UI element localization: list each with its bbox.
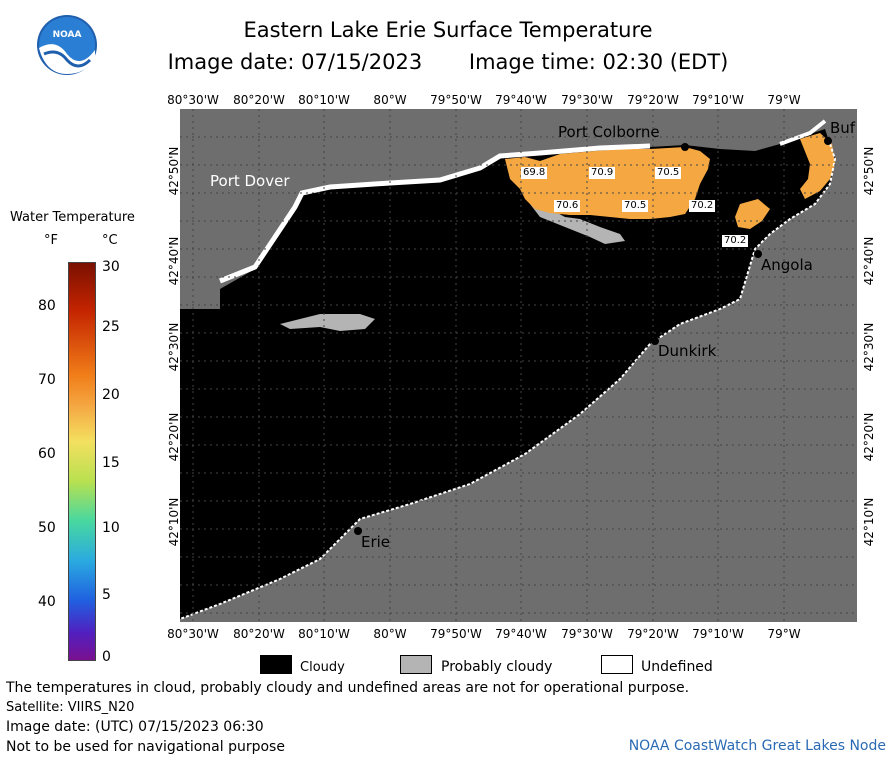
lon-label: 80°10'W <box>298 93 350 107</box>
lat-label: 42°50'N <box>862 146 876 196</box>
city-marker <box>754 250 762 258</box>
place-label: Port Colborne <box>558 123 660 141</box>
lon-label: 80°30'W <box>167 93 219 107</box>
footer-navigation-note: Not to be used for navigational purpose <box>6 739 285 755</box>
image-date-time: Image date: 07/15/2023 Image time: 02:30… <box>0 50 896 74</box>
map-grid <box>180 109 857 622</box>
legend-swatch-cloudy <box>260 655 292 674</box>
lon-label: 79°10'W <box>692 627 744 641</box>
lon-label: 79°20'W <box>627 627 679 641</box>
credit-link[interactable]: NOAA CoastWatch Great Lakes Node <box>628 738 886 754</box>
lat-label: 42°40'N <box>167 236 181 286</box>
image-time: Image time: 02:30 (EDT) <box>468 50 729 74</box>
warm-water-area <box>735 199 770 229</box>
tick-f: 80 <box>38 298 56 314</box>
tick-c: 15 <box>102 455 120 471</box>
lon-label: 79°40'W <box>495 627 547 641</box>
lon-label: 80°W <box>373 93 407 107</box>
city-marker <box>354 527 362 535</box>
place-label: Buf <box>830 119 856 137</box>
city-marker <box>651 337 659 345</box>
lon-label: 80°20'W <box>233 93 285 107</box>
lat-label: 42°30'N <box>167 322 181 372</box>
tick-c: 10 <box>102 520 120 536</box>
lat-label: 42°50'N <box>167 146 181 196</box>
footer-satellite: Satellite: VIIRS_N20 <box>6 700 135 715</box>
place-label: Dunkirk <box>658 342 717 360</box>
place-label: Port Dover <box>210 172 290 190</box>
lat-label: 42°40'N <box>862 236 876 286</box>
lon-label: 79°W <box>767 627 801 641</box>
lon-label: 80°W <box>373 627 407 641</box>
lake-cloud-area <box>180 129 835 619</box>
place-label: Angola <box>761 256 813 274</box>
lat-label: 42°10'N <box>167 497 181 547</box>
city-marker <box>824 137 832 145</box>
tick-f: 40 <box>38 594 56 610</box>
noaa-logo: NOAA <box>36 14 98 76</box>
tick-f: 70 <box>38 372 56 388</box>
tick-c: 25 <box>102 319 120 335</box>
temp-value: 70.2 <box>689 200 716 212</box>
tick-c: 5 <box>102 587 111 603</box>
place-label: Erie <box>361 533 391 551</box>
legend-label-undefined: Undefined <box>641 659 713 675</box>
lat-label: 42°30'N <box>862 322 876 372</box>
footer-disclaimer: The temperatures in cloud, probably clou… <box>6 680 690 696</box>
temp-value: 70.9 <box>589 167 616 179</box>
legend-label-probably-cloudy: Probably cloudy <box>441 659 553 675</box>
lat-label: 42°10'N <box>862 497 876 547</box>
temp-value: 70.5 <box>655 167 682 179</box>
lon-label: 79°40'W <box>495 93 547 107</box>
image-date: Image date: 07/15/2023 <box>167 50 423 74</box>
footer-utc-date: Image date: (UTC) 07/15/2023 06:30 <box>6 719 264 735</box>
lat-label: 42°20'N <box>862 412 876 462</box>
lon-label: 80°20'W <box>233 627 285 641</box>
lon-label: 79°50'W <box>430 93 482 107</box>
legend-swatch-undefined <box>601 655 633 674</box>
east-shore-undefined <box>779 119 827 146</box>
legend-swatch-probably-cloudy <box>400 655 432 674</box>
temp-value: 69.8 <box>521 167 548 179</box>
logo-text: NOAA <box>53 30 82 40</box>
tick-c: 20 <box>102 387 120 403</box>
unit-celsius: °C <box>102 233 118 248</box>
south-shore-undefined <box>179 143 837 620</box>
tick-c: 0 <box>102 649 111 665</box>
lake-map <box>179 109 857 622</box>
scale-title: Water Temperature <box>10 210 135 225</box>
lon-label: 80°10'W <box>298 627 350 641</box>
tick-c: 30 <box>102 259 120 275</box>
temp-value: 70.2 <box>722 235 749 247</box>
lon-label: 79°30'W <box>561 627 613 641</box>
lon-label: 79°50'W <box>430 627 482 641</box>
unit-fahrenheit: °F <box>44 233 58 248</box>
lon-label: 80°30'W <box>167 627 219 641</box>
lon-label: 79°W <box>767 93 801 107</box>
tick-f: 50 <box>38 520 56 536</box>
lat-label: 42°20'N <box>167 412 181 462</box>
warm-water-area <box>800 133 835 199</box>
tick-f: 60 <box>38 446 56 462</box>
temp-value: 70.5 <box>622 200 649 212</box>
lon-label: 79°20'W <box>627 93 679 107</box>
map-svg <box>179 109 857 622</box>
map-title: Eastern Lake Erie Surface Temperature <box>243 18 653 42</box>
color-scale-bar <box>68 262 96 661</box>
legend-label-cloudy: Cloudy <box>300 660 345 675</box>
probably-cloudy-area <box>280 314 375 331</box>
probably-cloudy-area <box>530 204 625 244</box>
lon-label: 79°30'W <box>561 93 613 107</box>
lon-label: 79°10'W <box>692 93 744 107</box>
city-marker <box>681 143 689 151</box>
temp-value: 70.6 <box>554 200 581 212</box>
